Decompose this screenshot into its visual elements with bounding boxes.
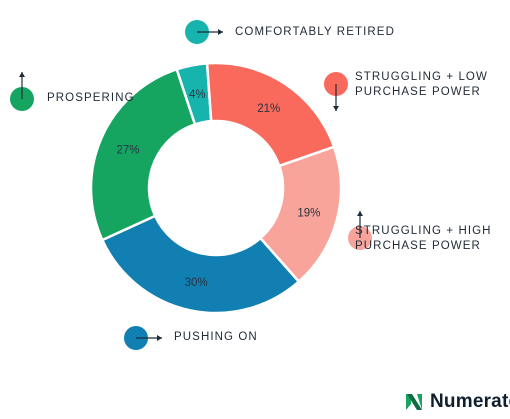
legend-label-struggling-low-line-1: STRUGGLING + LOW [355,71,488,83]
slice-value-label-comfortably-retired: 4% [189,89,206,101]
legend-label-struggling-high-line-2: PURCHASE POWER [355,240,481,252]
legend-label-prospering: PROSPERING [47,92,135,104]
legend-label-struggling-low: STRUGGLING + LOW PURCHASE POWER [355,70,488,100]
legend-arrowhead-comfortably-retired [218,29,223,35]
legend-arrowhead-struggling-low [333,106,339,111]
legend-marker-comfortably-retired [185,20,223,44]
slice-value-label-pushing-on: 30% [185,277,208,289]
slice-value-label-struggling-high-purchase-power: 19% [297,207,320,219]
brand-name: Numerator [430,391,510,412]
legend-arrowhead-pushing-on [157,335,162,341]
donut-slice-prospering [89,67,197,242]
legend-marker-pushing-on [124,326,162,350]
legend-label-pushing-on: PUSHING ON [174,331,258,343]
legend-markers [10,20,372,350]
legend-label-struggling-high-line-1: STRUGGLING + HIGH [355,225,492,237]
legend-arrowhead-prospering [19,72,25,77]
legend-label-struggling-high: STRUGGLING + HIGH PURCHASE POWER [355,224,492,254]
brand-logo: Numerator [404,390,510,414]
slice-value-label-prospering: 27% [116,145,139,157]
legend-marker-prospering [10,72,34,111]
legend-arrowhead-struggling-high [357,211,363,216]
donut-slice-pushing-on [100,214,301,315]
slice-value-label-struggling-low-purchase-power: 21% [257,103,280,115]
legend-marker-struggling-low [324,72,348,111]
donut-slice-struggling-low-purchase-power [205,61,336,168]
legend-label-comfortably-retired: COMFORTABLY RETIRED [235,26,395,38]
slice-value-labels: 4% 21% 19% 30% 27% [116,89,320,289]
legend-label-struggling-low-line-2: PURCHASE POWER [355,86,481,98]
legend-marker-struggling-high [348,211,372,250]
numerator-logo-icon [406,394,422,410]
donut-slices [89,61,343,315]
